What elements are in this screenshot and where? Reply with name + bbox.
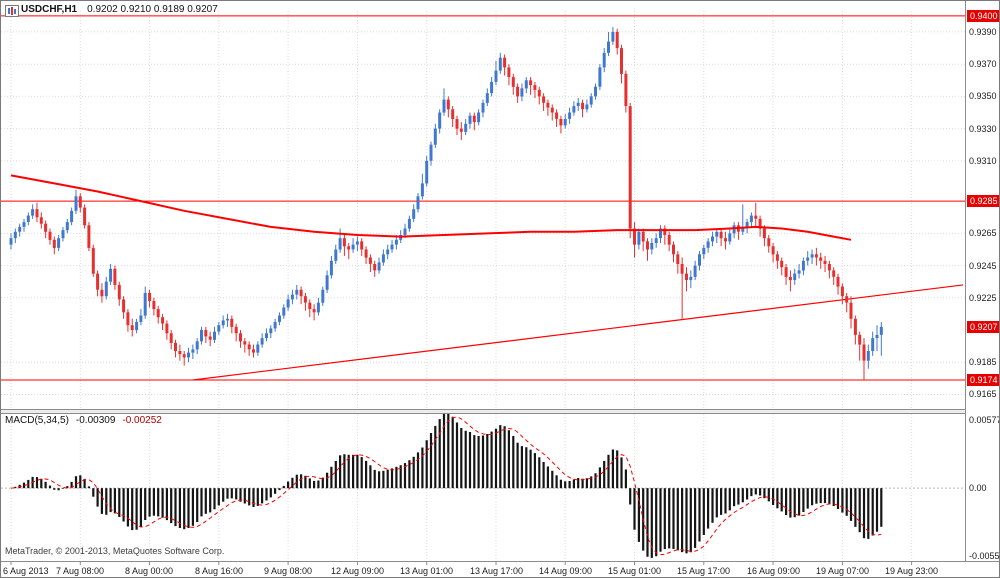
time-tick-label: 15 Aug 01:00	[608, 566, 662, 576]
macd-tick-label: 0.00	[969, 483, 987, 493]
chart-ohlc-values: 0.9202 0.9210 0.9189 0.9207	[87, 4, 218, 15]
price-line-badge: 0.9207	[967, 321, 999, 333]
time-tick-label: 14 Aug 09:00	[539, 566, 593, 576]
time-tick-label: 13 Aug 17:00	[470, 566, 524, 576]
macd-header: MACD(5,34,5) -0.00309 -0.00252	[5, 415, 169, 426]
time-tick-label: 12 Aug 09:00	[331, 566, 385, 576]
price-line-badge: 0.9400	[967, 10, 999, 22]
chart-header: USDCHF,H1 0.9202 0.9210 0.9189 0.9207	[21, 4, 218, 15]
time-tick-label: 8 Aug 00:00	[125, 566, 174, 576]
time-tick-label: 8 Aug 16:00	[195, 566, 244, 576]
time-tick-label: 19 Aug 07:00	[816, 566, 870, 576]
price-axis-border	[965, 1, 966, 561]
macd-label: MACD(5,34,5)	[5, 415, 69, 426]
price-line-badge: 0.9285	[967, 195, 999, 207]
price-tick-label: 0.9310	[969, 156, 997, 166]
price-tick-label: 0.9245	[969, 261, 997, 271]
price-tick-label: 0.9330	[969, 124, 997, 134]
panel-separator[interactable]	[1, 409, 965, 414]
price-line-badge: 0.9174	[967, 374, 999, 386]
time-axis-border	[1, 561, 999, 562]
price-tick-label: 0.9370	[969, 59, 997, 69]
macd-value-main: -0.00309	[75, 415, 116, 426]
time-tick-label: 13 Aug 01:00	[400, 566, 454, 576]
price-tick-label: 0.9185	[969, 357, 997, 367]
time-tick-label: 19 Aug 23:00	[885, 566, 939, 576]
time-tick-label: 15 Aug 17:00	[677, 566, 731, 576]
price-tick-label: 0.9165	[969, 389, 997, 399]
time-tick-label: 9 Aug 08:00	[264, 566, 313, 576]
time-tick-label: 6 Aug 2013	[3, 566, 49, 576]
time-tick-label: 16 Aug 09:00	[747, 566, 801, 576]
macd-value-signal: -0.00252	[122, 415, 162, 426]
macd-tick-label: 0.00577	[969, 415, 1000, 425]
time-tick-label: 7 Aug 08:00	[56, 566, 105, 576]
copyright-text: MetaTrader, © 2001-2013, MetaQuotes Soft…	[5, 546, 225, 556]
chart-title: USDCHF,H1	[21, 4, 78, 15]
chart-icon	[5, 4, 19, 17]
price-tick-label: 0.9265	[969, 228, 997, 238]
price-tick-label: 0.9350	[969, 91, 997, 101]
price-tick-label: 0.9225	[969, 293, 997, 303]
macd-tick-label: -0.00551	[969, 551, 1000, 561]
price-tick-label: 0.9390	[969, 27, 997, 37]
